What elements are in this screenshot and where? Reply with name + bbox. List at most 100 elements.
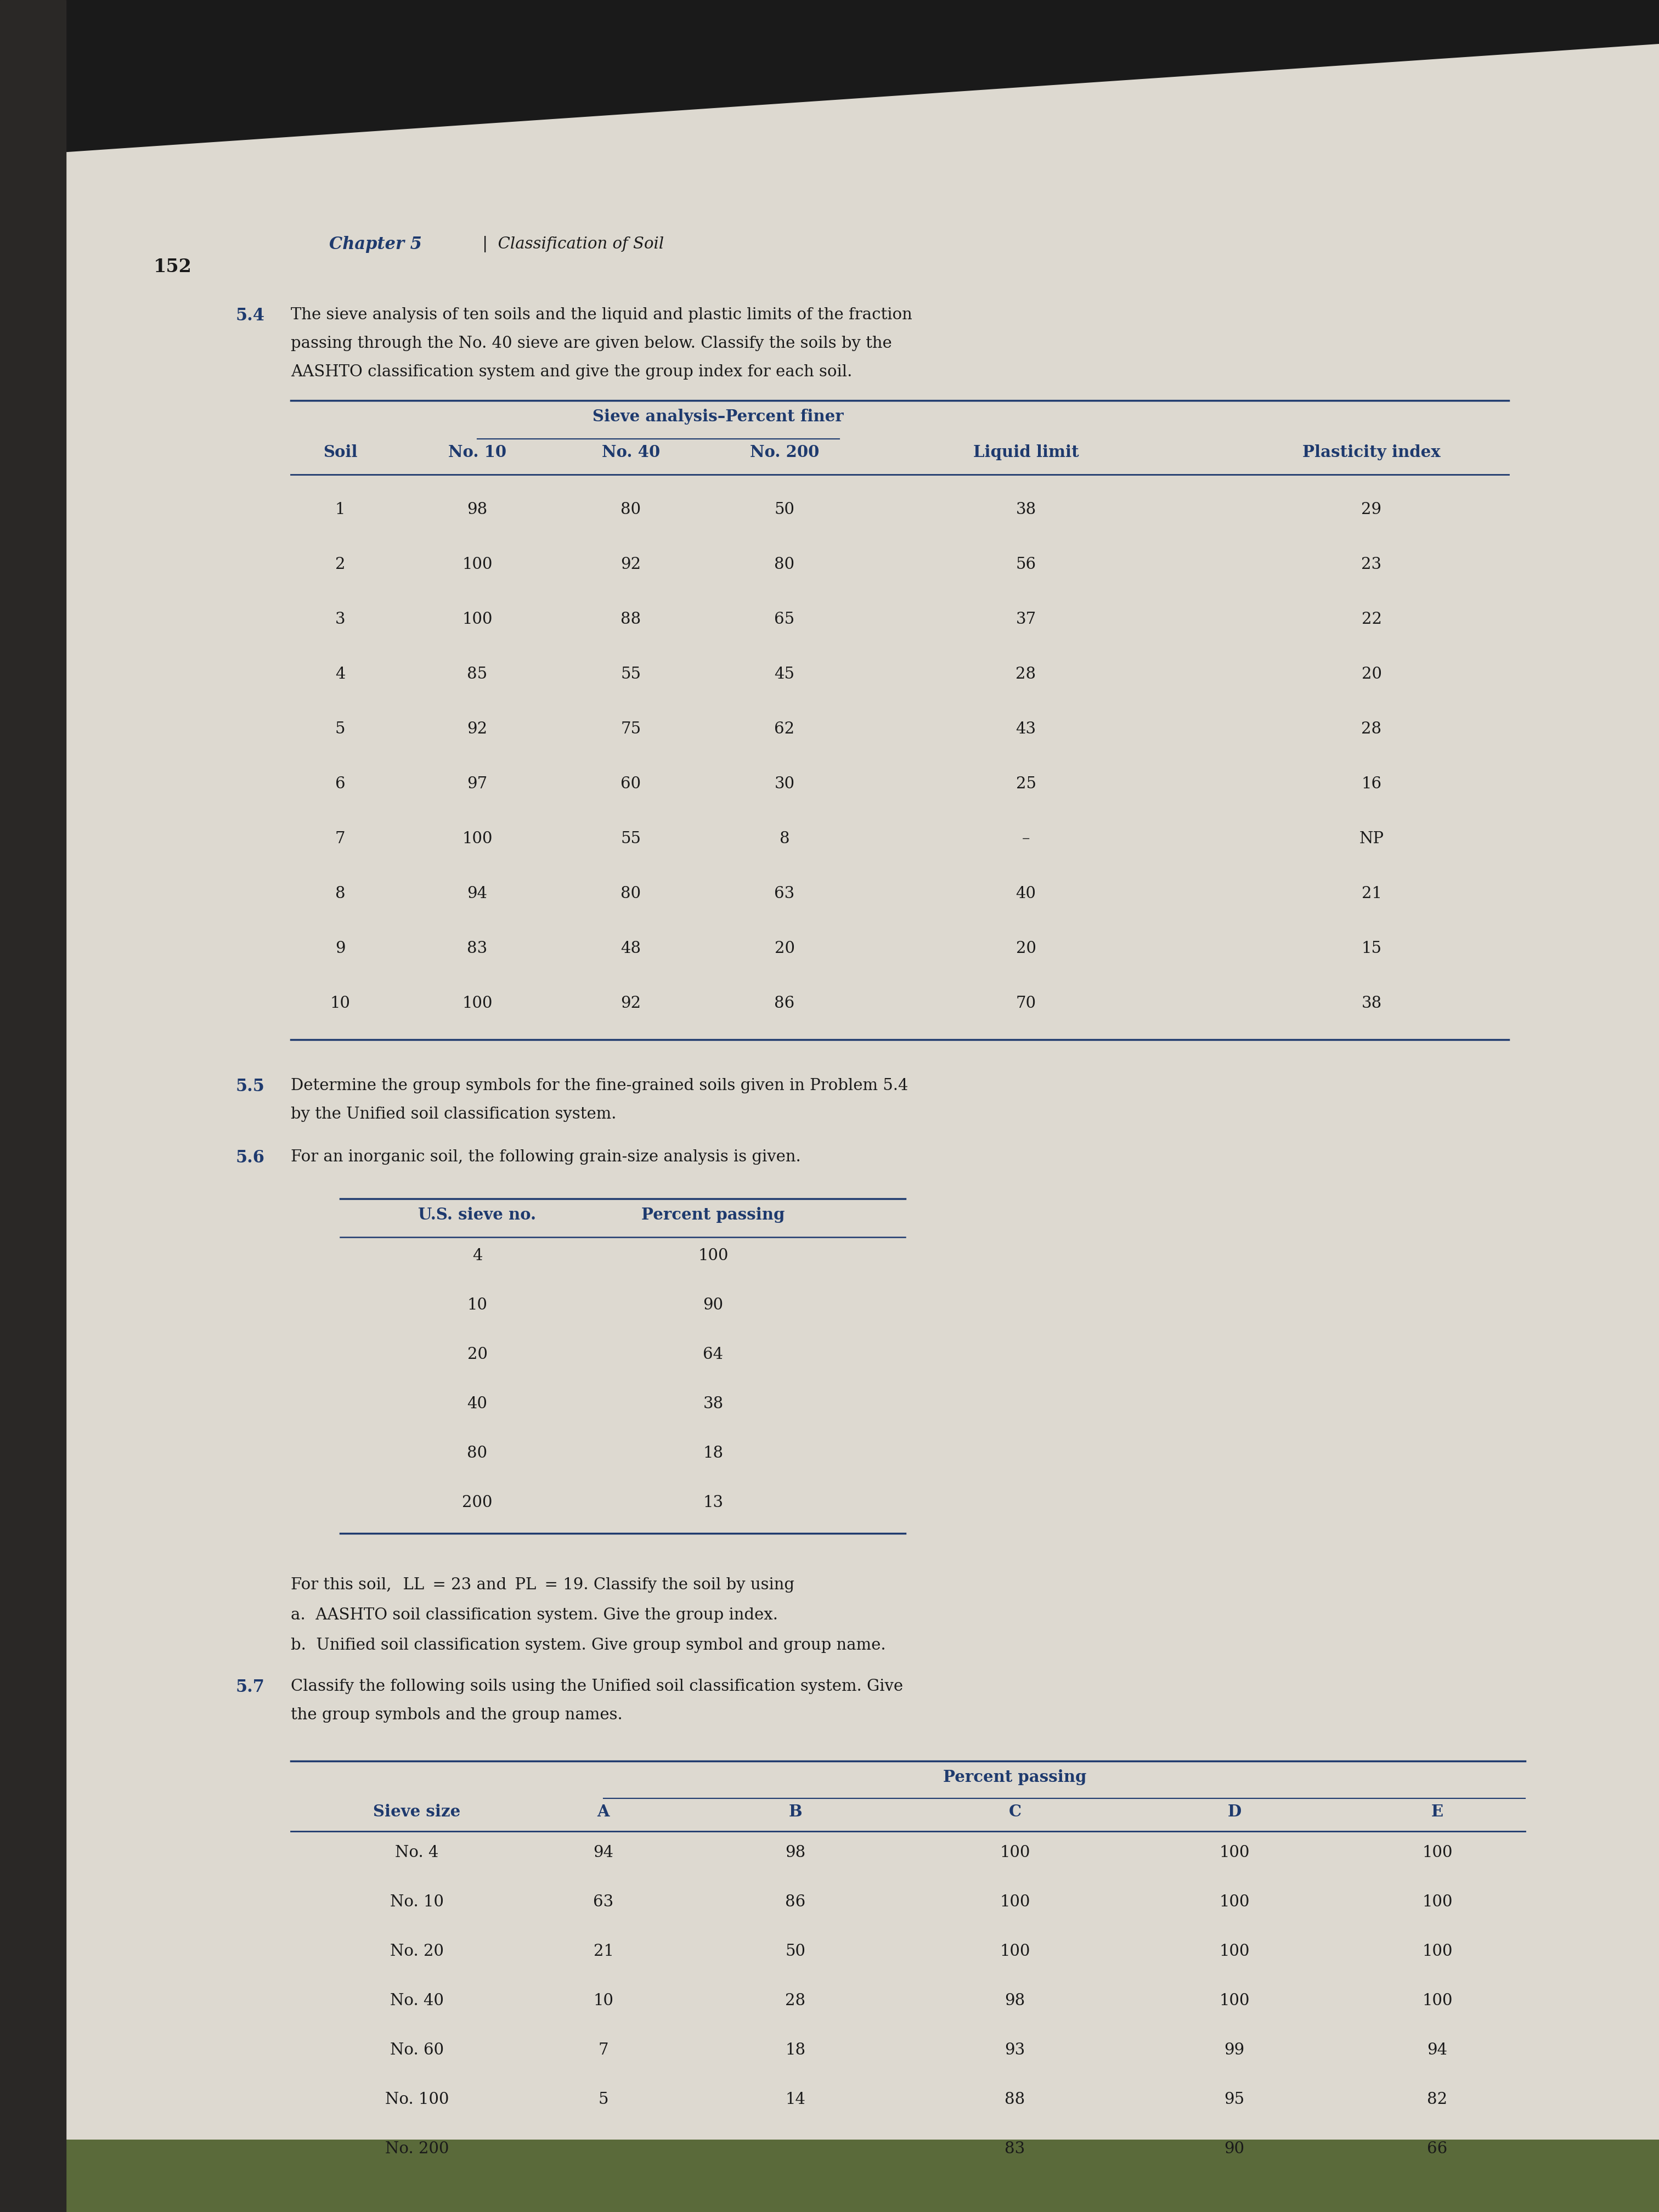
Text: 98: 98: [1005, 1993, 1025, 2008]
Text: 152: 152: [154, 259, 192, 276]
Text: 63: 63: [775, 887, 795, 900]
Text: 100: 100: [1219, 1944, 1249, 1960]
Text: Determine the group symbols for the fine-grained soils given in Problem 5.4: Determine the group symbols for the fine…: [290, 1077, 907, 1093]
Text: 40: 40: [1015, 887, 1037, 900]
Text: 30: 30: [775, 776, 795, 792]
Text: For an inorganic soil, the following grain-size analysis is given.: For an inorganic soil, the following gra…: [290, 1150, 801, 1166]
Text: the group symbols and the group names.: the group symbols and the group names.: [290, 1708, 622, 1723]
Text: 2: 2: [335, 557, 345, 573]
Text: 10: 10: [330, 995, 350, 1011]
Text: 18: 18: [703, 1447, 723, 1460]
Text: 200: 200: [463, 1495, 493, 1511]
Text: No. 10: No. 10: [390, 1893, 445, 1909]
Text: No. 20: No. 20: [390, 1944, 445, 1960]
Text: Classify the following soils using the Unified soil classification system. Give: Classify the following soils using the U…: [290, 1679, 902, 1694]
Text: –: –: [1022, 832, 1030, 847]
Text: 6: 6: [335, 776, 345, 792]
Text: No. 60: No. 60: [390, 2042, 445, 2057]
Polygon shape: [43, 44, 1659, 2139]
Text: 94: 94: [468, 887, 488, 900]
Text: 80: 80: [468, 1447, 488, 1460]
Text: D: D: [1228, 1803, 1241, 1820]
Text: 65: 65: [775, 613, 795, 626]
Text: passing through the No. 40 sieve are given below. Classify the soils by the: passing through the No. 40 sieve are giv…: [290, 336, 893, 352]
Text: No. 10: No. 10: [448, 445, 506, 460]
Text: No. 100: No. 100: [385, 2093, 450, 2108]
Text: 88: 88: [1005, 2093, 1025, 2108]
Text: 50: 50: [785, 1944, 806, 1960]
Text: 10: 10: [594, 1993, 614, 2008]
Text: 4: 4: [335, 666, 345, 681]
Text: Chapter 5: Chapter 5: [328, 237, 421, 252]
Text: 40: 40: [468, 1396, 488, 1411]
Text: 83: 83: [1005, 2141, 1025, 2157]
Text: 28: 28: [1362, 721, 1382, 737]
Text: 13: 13: [703, 1495, 723, 1511]
Text: 63: 63: [594, 1893, 614, 1909]
Text: 16: 16: [1362, 776, 1382, 792]
Bar: [0, 1975, 1659, 2212]
Text: 50: 50: [775, 502, 795, 518]
Text: 7: 7: [335, 832, 345, 847]
Text: 80: 80: [620, 887, 640, 900]
Text: 38: 38: [1015, 502, 1037, 518]
Text: 5.7: 5.7: [236, 1679, 265, 1697]
Text: No. 4: No. 4: [395, 1845, 438, 1860]
Text: 23: 23: [1362, 557, 1382, 573]
Text: 8: 8: [335, 887, 345, 900]
Text: 100: 100: [698, 1248, 728, 1263]
Text: 100: 100: [1422, 1944, 1453, 1960]
Text: Percent passing: Percent passing: [642, 1208, 785, 1223]
Text: by the Unified soil classification system.: by the Unified soil classification syste…: [290, 1106, 617, 1121]
Text: 14: 14: [785, 2093, 806, 2108]
Text: Sieve analysis–Percent finer: Sieve analysis–Percent finer: [592, 409, 843, 425]
Text: 7: 7: [599, 2042, 609, 2057]
Text: 20: 20: [1362, 666, 1382, 681]
Text: 97: 97: [468, 776, 488, 792]
Text: |  Classification of Soil: | Classification of Soil: [478, 237, 664, 252]
Text: U.S. sieve no.: U.S. sieve no.: [418, 1208, 536, 1223]
Text: Plasticity index: Plasticity index: [1302, 445, 1440, 460]
Text: 64: 64: [703, 1347, 723, 1363]
Text: 100: 100: [1422, 1893, 1453, 1909]
Text: 18: 18: [785, 2042, 806, 2057]
Text: 100: 100: [1219, 1893, 1249, 1909]
Text: 5.6: 5.6: [236, 1150, 265, 1166]
Text: 90: 90: [1224, 2141, 1244, 2157]
Text: 92: 92: [620, 557, 640, 573]
Text: Soil: Soil: [324, 445, 357, 460]
Text: 4: 4: [473, 1248, 483, 1263]
Text: AASHTO classification system and give the group index for each soil.: AASHTO classification system and give th…: [290, 365, 853, 380]
Text: 22: 22: [1362, 613, 1382, 626]
Text: 5: 5: [599, 2093, 609, 2108]
Text: 70: 70: [1015, 995, 1037, 1011]
Text: 100: 100: [463, 557, 493, 573]
Text: 5.5: 5.5: [236, 1077, 265, 1095]
Text: 100: 100: [1422, 1845, 1453, 1860]
Text: 37: 37: [1015, 613, 1037, 626]
Text: NP: NP: [1359, 832, 1384, 847]
Text: 90: 90: [703, 1298, 723, 1314]
Text: 28: 28: [785, 1993, 806, 2008]
Text: 100: 100: [1422, 1993, 1453, 2008]
Bar: [0, 0, 66, 2212]
Text: Liquid limit: Liquid limit: [974, 445, 1078, 460]
Text: 43: 43: [1015, 721, 1037, 737]
Text: 94: 94: [594, 1845, 614, 1860]
Text: Percent passing: Percent passing: [944, 1770, 1087, 1785]
Text: 5: 5: [335, 721, 345, 737]
Text: 100: 100: [1000, 1944, 1030, 1960]
Text: 80: 80: [775, 557, 795, 573]
Text: 98: 98: [785, 1845, 806, 1860]
Text: b.  Unified soil classification system. Give group symbol and group name.: b. Unified soil classification system. G…: [290, 1637, 886, 1652]
Text: 55: 55: [620, 666, 640, 681]
Text: Sieve size: Sieve size: [373, 1803, 461, 1820]
Text: 75: 75: [620, 721, 640, 737]
Text: 92: 92: [620, 995, 640, 1011]
Text: E: E: [1432, 1803, 1443, 1820]
Text: 28: 28: [1015, 666, 1037, 681]
Text: 93: 93: [1005, 2042, 1025, 2057]
Text: 15: 15: [1362, 940, 1382, 956]
Text: 80: 80: [620, 502, 640, 518]
Text: 60: 60: [620, 776, 640, 792]
